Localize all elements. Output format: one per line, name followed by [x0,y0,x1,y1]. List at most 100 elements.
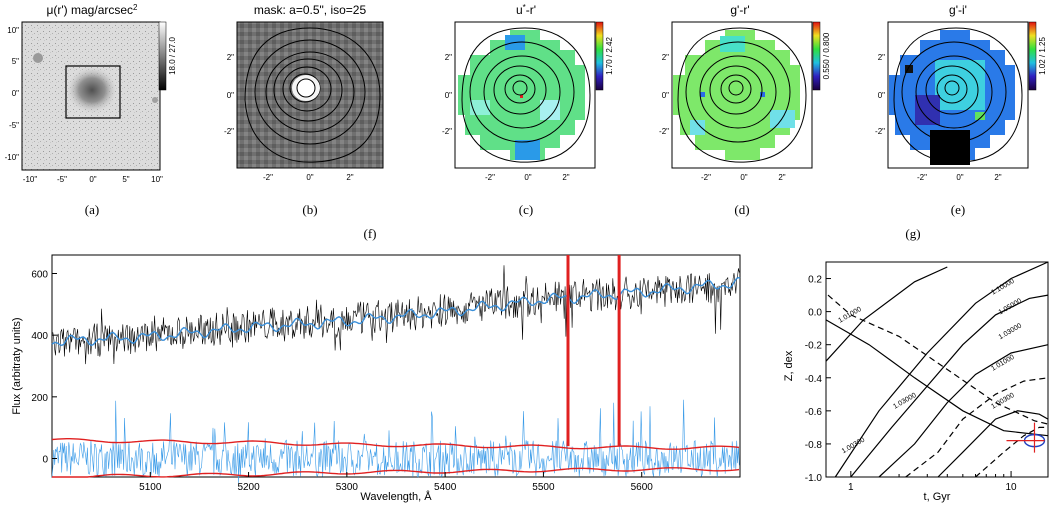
y-tick-label: -0.8 [805,440,823,451]
panel-b-xtick: 2" [346,173,353,182]
panel-a-cbar-label: 18.0 / 27.0 [168,37,177,75]
panel-a-xtick: -10" [23,175,38,184]
panel-a-xtick: 10" [151,175,163,184]
panel-d-ytick: -2" [659,127,669,136]
panel-b-ytick: 0" [227,91,234,100]
contour-xlabel: t, Gyr [924,491,951,503]
contour-line [975,426,1048,478]
error-series [51,438,740,450]
panel-c-title: u*-r' [516,3,536,17]
panel-d-caption: (d) [734,202,749,217]
error-series [52,467,740,478]
x-tick-label: 1 [848,482,854,493]
panel-c-colorbar [595,21,604,91]
panel-e-caption: (e) [951,202,965,217]
residual-series [51,399,740,484]
y-tick-label: -0.2 [805,341,823,352]
panel-a: μ(r') mag/arcsec2 18.0 / 27.0 -10" -5" 0… [5,3,177,217]
observed-series [51,265,740,365]
panel-b-xtick: 0" [306,173,313,182]
panel-c-ytick: -2" [442,127,452,136]
y-tick-label: 0.2 [808,275,822,286]
panel-c-ytick: 0" [445,91,452,100]
spectrum-xlabel: Wavelength, Å [360,490,432,503]
panel-e-ytick: 0" [878,91,885,100]
contour-line [850,294,1049,478]
panel-c-xtick: 2" [562,173,569,182]
panel-c-cbar-label: 1.70 / 2.42 [605,37,614,75]
panel-b: mask: a=0.5", iso=25 -2" 0" 2" 2" 0" -2"… [224,3,384,217]
panel-e-colorbar [1028,21,1037,91]
panel-e-cbar-label: 1.02 / 1.25 [1038,37,1047,75]
spectrum-layer [51,255,741,484]
panel-g-caption: (g) [905,226,920,241]
contour-line [825,319,1049,437]
contour-line [834,261,1049,478]
panel-a-ytick: -5" [9,121,19,130]
panel-b-title: mask: a=0.5", iso=25 [254,3,367,17]
panel-g: 1.100001.050001.030001.010001.003001.030… [783,261,1049,503]
panel-c: u*-r' 1.70 / 2.42 -2" 0" 2" 2" 0" -2" (c… [442,3,614,217]
panel-a-caption: (a) [85,202,99,217]
panel-c-ytick: 2" [445,53,452,62]
panel-a-xtick: -5" [57,175,67,184]
panel-a-ytick: 0" [12,89,19,98]
contour-ylabel: Z, dex [783,350,795,381]
panel-d-xtick: 2" [778,173,785,182]
y-tick-label: -1.0 [805,473,823,484]
x-tick-label: 5100 [139,482,162,493]
zoom-box [65,65,121,119]
panel-e-xtick: 2" [994,173,1001,182]
contour-line [878,344,1049,478]
contour-line [825,266,948,362]
contour-layer: 1.100001.050001.030001.010001.003001.030… [825,261,1049,478]
x-tick-label: 10 [1006,482,1018,493]
panel-f-caption: (f) [364,226,377,241]
panel-f: 5100 5200 5300 5400 5500 5600 0 200 400 600 Wave… [11,254,741,503]
panel-a-ytick: 10" [7,26,19,35]
y-tick-label: 0 [42,455,48,466]
panel-d-ytick: 2" [662,53,669,62]
x-tick-label: 5600 [631,482,654,493]
model-series [51,276,741,347]
panel-b-ytick: -2" [224,127,234,136]
panel-c-xtick: 0" [524,173,531,182]
x-tick-label: 5500 [532,482,555,493]
panel-b-caption: (b) [302,202,317,217]
contour-line [827,294,1049,425]
sky-line-spike [566,255,570,447]
panel-d-xtick: -2" [701,173,711,182]
x-tick-label: 5300 [336,482,359,493]
y-tick-label: 200 [31,393,48,404]
panel-c-caption: (c) [519,202,533,217]
y-tick-label: 400 [31,331,48,342]
y-tick-label: -0.6 [805,407,823,418]
y-tick-label: 600 [31,270,48,281]
panel-d-cbar-label: 0.550 / 0.800 [822,32,831,79]
spectrum-ylabel: Flux (arbitraty units) [11,317,23,414]
x-tick-label: 5400 [434,482,457,493]
panel-d: g'-r' 0.550 / 0.800 -2" 0" 2" 2" 0" -2" … [659,3,831,217]
panel-a-colorbar [158,21,167,91]
panel-a-title: μ(r') mag/arcsec2 [46,3,138,17]
panel-e-xtick: 0" [956,173,963,182]
panel-a-ytick: -10" [5,153,20,162]
panel-a-xtick: 0" [89,175,96,184]
panel-a-xtick: 5" [122,175,129,184]
panel-e-title: g'-i' [949,3,967,17]
panel-d-title: g'-r' [730,3,749,17]
contour-line [937,410,1049,478]
panel-e: g'-i' 1.02 / 1.25 -2" 0" 2" 2" 0" -2" (e… [875,3,1047,217]
panel-b-ytick: 2" [227,53,234,62]
panel-c-xtick: -2" [485,173,495,182]
panel-d-xtick: 0" [740,173,747,182]
panel-d-colorbar [812,21,821,91]
panel-e-ytick: -2" [875,127,885,136]
panel-b-xtick: -2" [263,173,273,182]
panel-d-ytick: 0" [662,91,669,100]
y-tick-label: 0.0 [808,308,822,319]
panel-e-ytick: 2" [878,53,885,62]
sky-line-spike [617,255,621,447]
panel-e-xtick: -2" [917,173,927,182]
